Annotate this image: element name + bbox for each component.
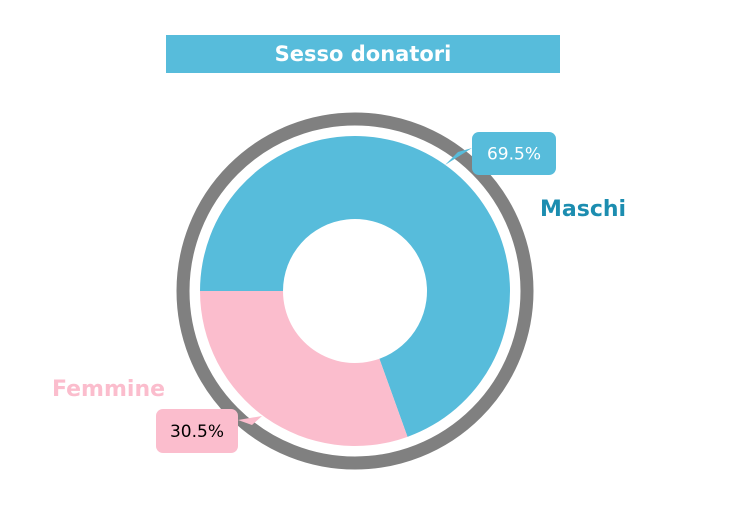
category-label: Maschi bbox=[540, 197, 626, 222]
donut-slice bbox=[200, 291, 408, 446]
outer-ring bbox=[176, 112, 534, 470]
donut-slice bbox=[200, 135, 510, 437]
callout-pointer bbox=[445, 148, 472, 165]
value-label: 30.5% bbox=[170, 422, 224, 442]
callout-pointer bbox=[238, 416, 262, 425]
callout-box bbox=[156, 409, 238, 453]
value-label: 69.5% bbox=[487, 145, 541, 165]
callout-box bbox=[472, 132, 556, 175]
title-bar bbox=[166, 35, 560, 73]
category-label: Femmine bbox=[52, 377, 165, 402]
chart-title: Sesso donatori bbox=[275, 42, 452, 66]
